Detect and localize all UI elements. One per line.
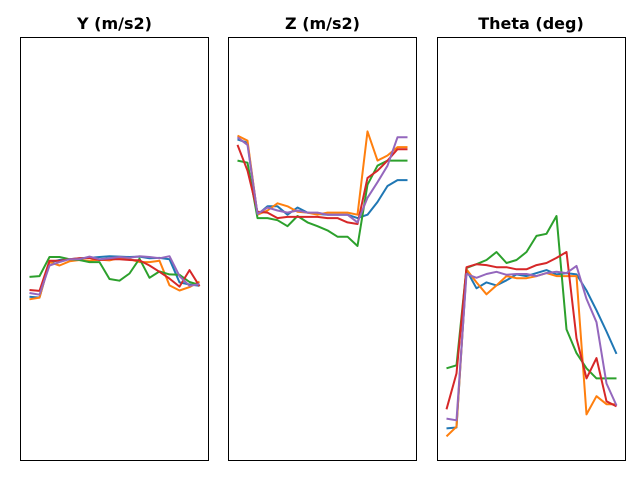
series-line-theta-5: [446, 264, 618, 422]
panel-title-y: Y (m/s2): [76, 14, 152, 33]
series-line-theta-2: [445, 268, 617, 438]
series-line-z-1: [237, 138, 408, 220]
panel-z-accel: Z (m/s2): [228, 14, 417, 461]
series-line-y-5: [29, 255, 200, 296]
series-line-z-3: [237, 159, 408, 247]
series-line-z-5: [236, 136, 408, 224]
series-line-y-3: [29, 256, 200, 286]
panel-title-z: Z (m/s2): [285, 14, 360, 33]
panel-title-theta: Theta (deg): [478, 14, 584, 33]
series-layer-y: [29, 255, 201, 301]
panel-theta: Theta (deg): [437, 14, 626, 461]
series-line-theta-4: [445, 251, 617, 410]
plot-area-z: [228, 37, 417, 461]
series-line-z-4: [236, 144, 408, 225]
series-layer-z: [236, 130, 408, 247]
plot-area-theta: [437, 37, 626, 461]
panel-y-accel: Y (m/s2): [20, 14, 209, 461]
plot-area-y: [20, 37, 209, 461]
series-line-y-1: [29, 255, 200, 299]
series-line-y-4: [29, 256, 201, 292]
series-layer-theta: [445, 215, 618, 438]
